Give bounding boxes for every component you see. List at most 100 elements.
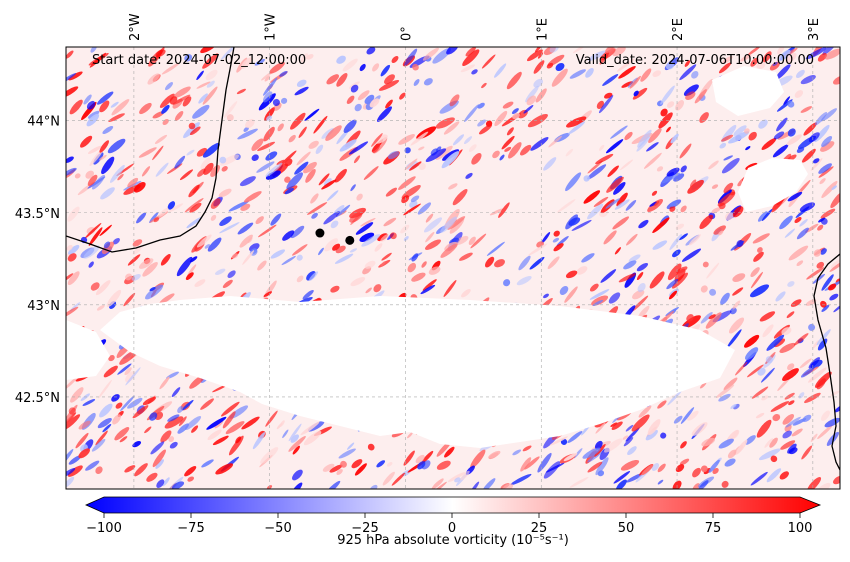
- vorticity-cell: [752, 233, 770, 244]
- vorticity-cell: [398, 134, 415, 145]
- vorticity-cell: [385, 187, 397, 197]
- vorticity-cell: [632, 289, 645, 300]
- vorticity-cell: [374, 243, 383, 252]
- vorticity-cell: [673, 173, 685, 182]
- vorticity-cell: [606, 176, 624, 193]
- vorticity-cell: [618, 273, 636, 283]
- colorbar-tick-label: 75: [705, 521, 722, 536]
- vorticity-cell: [470, 449, 486, 469]
- vorticity-cell: [607, 165, 619, 177]
- vorticity-cell: [750, 271, 763, 289]
- vorticity-cell: [747, 47, 761, 56]
- vorticity-cell: [816, 261, 825, 269]
- vorticity-cell: [680, 441, 687, 449]
- vorticity-cell: [812, 158, 820, 164]
- vorticity-cell: [526, 49, 543, 62]
- vorticity-cell: [346, 442, 355, 450]
- vorticity-cell: [571, 219, 592, 231]
- vorticity-cell: [675, 223, 685, 230]
- vorticity-cell: [687, 179, 704, 194]
- vorticity-cell: [258, 224, 277, 238]
- vorticity-cell: [787, 100, 795, 108]
- vorticity-cell: [820, 248, 827, 255]
- vorticity-cell: [800, 366, 815, 378]
- vorticity-cell: [665, 62, 675, 70]
- vorticity-cell: [334, 168, 347, 183]
- vorticity-cell: [572, 47, 588, 54]
- vorticity-cell: [86, 100, 96, 110]
- vorticity-cell: [477, 119, 487, 127]
- vorticity-cell: [708, 160, 719, 170]
- longitude-tick-labels: 2°W 1°W 0° 1°E 2°E 3°E: [128, 13, 822, 41]
- vorticity-cell: [95, 430, 108, 446]
- vorticity-cell: [624, 131, 633, 141]
- vorticity-cell: [277, 123, 284, 132]
- colorbar-tick-label: −50: [264, 521, 291, 536]
- vorticity-cell: [553, 230, 560, 237]
- vorticity-cell: [425, 213, 434, 223]
- vorticity-cell: [219, 216, 232, 226]
- vorticity-cell: [626, 233, 638, 246]
- vorticity-cell: [207, 429, 222, 441]
- vorticity-cell: [315, 144, 324, 154]
- vorticity-cell: [440, 243, 458, 258]
- vorticity-cell: [296, 254, 303, 261]
- vorticity-cell: [711, 184, 719, 189]
- vorticity-cell: [194, 279, 206, 287]
- vorticity-cell: [563, 452, 578, 462]
- vorticity-cell: [196, 147, 208, 157]
- vorticity-cell: [376, 460, 386, 468]
- vorticity-cell: [807, 477, 822, 489]
- vorticity-cell: [760, 367, 775, 383]
- vorticity-cell: [443, 121, 460, 135]
- vorticity-cell: [533, 60, 545, 74]
- vorticity-cell: [470, 233, 487, 249]
- vorticity-cell: [95, 466, 103, 475]
- vorticity-cell: [804, 392, 821, 404]
- vorticity-cell: [176, 256, 193, 277]
- vorticity-cell: [67, 206, 80, 222]
- vorticity-cell: [605, 139, 624, 154]
- vorticity-cell: [205, 69, 218, 81]
- vorticity-cell: [583, 190, 601, 204]
- vorticity-cell: [147, 73, 160, 85]
- vorticity-cell: [154, 134, 168, 144]
- vorticity-cell: [428, 266, 441, 275]
- vorticity-cell: [117, 173, 124, 181]
- vorticity-cell: [168, 203, 184, 213]
- vorticity-cell: [132, 405, 149, 419]
- vorticity-cell: [537, 52, 544, 59]
- vorticity-cell: [787, 443, 797, 454]
- vorticity-cell: [799, 202, 816, 212]
- vorticity-cell: [676, 266, 688, 274]
- vorticity-cell: [353, 155, 361, 164]
- vorticity-cell: [654, 200, 660, 207]
- vorticity-cell: [485, 256, 495, 268]
- vorticity-cell: [782, 368, 799, 382]
- vorticity-cell: [442, 149, 460, 161]
- valid-date-label: Valid_date: 2024-07-06T10:00:00.00: [576, 53, 814, 68]
- vorticity-cell: [566, 116, 587, 128]
- vorticity-cell: [349, 248, 358, 253]
- vorticity-cell: [266, 115, 273, 121]
- vorticity-cell: [107, 138, 126, 154]
- vorticity-cell: [656, 166, 664, 172]
- vorticity-cell: [780, 440, 796, 450]
- vorticity-cell: [435, 117, 455, 129]
- vorticity-cell: [336, 73, 348, 87]
- vorticity-cell: [409, 161, 422, 171]
- vorticity-cell: [805, 223, 819, 233]
- vorticity-cell: [592, 299, 604, 307]
- vorticity-cell: [788, 245, 809, 261]
- vorticity-cell: [502, 101, 514, 109]
- vorticity-cell: [820, 300, 827, 308]
- vorticity-cell: [69, 99, 83, 115]
- vorticity-cell: [239, 176, 256, 187]
- vorticity-cell: [371, 143, 381, 153]
- vorticity-cell: [351, 459, 363, 469]
- vorticity-cell: [685, 91, 696, 101]
- vorticity-cell: [745, 146, 751, 151]
- vorticity-cell: [296, 151, 311, 166]
- vorticity-cell: [120, 395, 135, 412]
- vorticity-cell: [202, 86, 218, 105]
